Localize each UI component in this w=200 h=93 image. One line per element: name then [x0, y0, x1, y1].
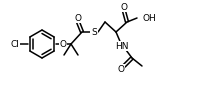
Text: O: O	[117, 65, 124, 73]
Text: Cl: Cl	[10, 40, 19, 49]
Text: OH: OH	[142, 13, 156, 23]
Text: O: O	[59, 40, 66, 49]
Text: S: S	[91, 28, 96, 36]
Text: O: O	[120, 3, 127, 12]
Text: O: O	[74, 13, 81, 23]
Text: HN: HN	[115, 41, 128, 50]
